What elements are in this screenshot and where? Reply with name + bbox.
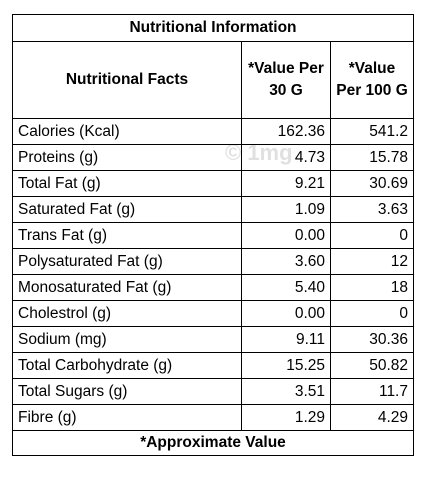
nutrient-name: Total Fat (g) bbox=[12, 170, 242, 197]
footer-row: *Approximate Value bbox=[12, 430, 414, 456]
nutrient-row: Saturated Fat (g) 1.09 3.63 bbox=[12, 196, 414, 223]
header-cell: *Value Per 100 G bbox=[330, 41, 414, 119]
nutrient-value: 3.51 bbox=[241, 378, 331, 405]
nutrient-value: 12 bbox=[330, 248, 414, 275]
nutrient-value: 0 bbox=[330, 300, 414, 327]
nutrition-table: Nutritional Information Nutritional Fact… bbox=[12, 14, 414, 456]
title-row: Nutritional Information bbox=[12, 14, 414, 42]
nutrient-value: 11.7 bbox=[330, 378, 414, 405]
nutrient-row: Monosaturated Fat (g) 5.40 18 bbox=[12, 274, 414, 301]
nutrient-value: 4.73 bbox=[241, 144, 331, 171]
nutrient-value: 50.82 bbox=[330, 352, 414, 379]
header-cell: *Value Per 30 G bbox=[241, 41, 331, 119]
nutrient-row: Sodium (mg) 9.11 30.36 bbox=[12, 326, 414, 353]
nutrient-value: 30.69 bbox=[330, 170, 414, 197]
nutrient-value: 5.40 bbox=[241, 274, 331, 301]
nutrient-name: Calories (Kcal) bbox=[12, 118, 242, 145]
nutrient-value: 0.00 bbox=[241, 222, 331, 249]
nutrient-name: Cholestrol (g) bbox=[12, 300, 242, 327]
watermark: © 1mg bbox=[225, 140, 293, 165]
table-title: Nutritional Information bbox=[12, 14, 414, 42]
nutrient-value: 9.21 bbox=[241, 170, 331, 197]
nutrient-name: Proteins (g) bbox=[12, 144, 242, 171]
nutrient-name: Sodium (mg) bbox=[12, 326, 242, 353]
header-row: Nutritional Facts *Value Per 30 G *Value… bbox=[12, 41, 414, 119]
nutrient-row: Trans Fat (g) 0.00 0 bbox=[12, 222, 414, 249]
nutrient-name: Fibre (g) bbox=[12, 404, 242, 431]
nutrient-row: Total Fat (g) 9.21 30.69 bbox=[12, 170, 414, 197]
nutrient-value: 541.2 bbox=[330, 118, 414, 145]
nutrient-name: Monosaturated Fat (g) bbox=[12, 274, 242, 301]
nutrient-value: 9.11 bbox=[241, 326, 331, 353]
nutrient-value: 30.36 bbox=[330, 326, 414, 353]
nutrient-value: 1.29 bbox=[241, 404, 331, 431]
nutrient-name: Total Carbohydrate (g) bbox=[12, 352, 242, 379]
nutrient-value: 162.36 bbox=[241, 118, 331, 145]
nutrient-value: 0.00 bbox=[241, 300, 331, 327]
nutrient-row: Total Sugars (g) 3.51 11.7 bbox=[12, 378, 414, 405]
nutrient-name: Trans Fat (g) bbox=[12, 222, 242, 249]
nutrient-row: Fibre (g) 1.29 4.29 bbox=[12, 404, 414, 431]
nutrient-value: 18 bbox=[330, 274, 414, 301]
nutrient-row: Proteins (g) 4.73 15.78 bbox=[12, 144, 414, 171]
nutrient-row: Cholestrol (g) 0.00 0 bbox=[12, 300, 414, 327]
nutrient-value: 0 bbox=[330, 222, 414, 249]
nutrient-value: 3.63 bbox=[330, 196, 414, 223]
nutrient-row: Calories (Kcal) 162.36 541.2 bbox=[12, 118, 414, 145]
nutrient-name: Polysaturated Fat (g) bbox=[12, 248, 242, 275]
nutrient-row: Polysaturated Fat (g) 3.60 12 bbox=[12, 248, 414, 275]
nutrient-value: 15.78 bbox=[330, 144, 414, 171]
nutrient-name: Total Sugars (g) bbox=[12, 378, 242, 405]
nutrient-value: 15.25 bbox=[241, 352, 331, 379]
nutrient-value: 3.60 bbox=[241, 248, 331, 275]
nutrient-name: Saturated Fat (g) bbox=[12, 196, 242, 223]
nutrient-value: 1.09 bbox=[241, 196, 331, 223]
nutrient-row: Total Carbohydrate (g) 15.25 50.82 bbox=[12, 352, 414, 379]
nutrient-value: 4.29 bbox=[330, 404, 414, 431]
footer-note: *Approximate Value bbox=[12, 430, 414, 456]
header-cell: Nutritional Facts bbox=[12, 41, 242, 119]
